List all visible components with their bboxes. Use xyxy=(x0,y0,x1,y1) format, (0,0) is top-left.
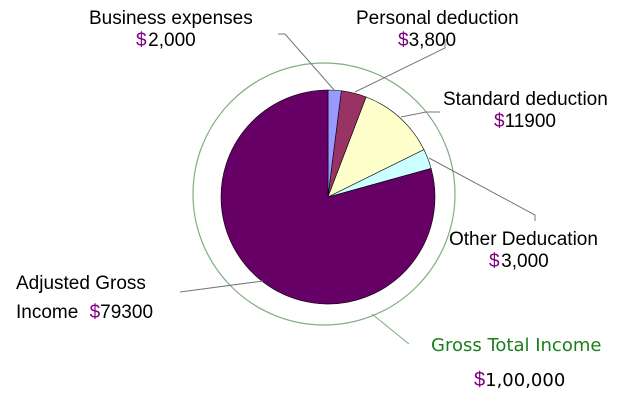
slice-name-line2: Income xyxy=(16,302,79,323)
slice-value: 3,000 xyxy=(501,251,549,272)
slice-name-line1: Adjusted Gross xyxy=(16,273,146,294)
slice-name: Business expenses xyxy=(89,8,253,29)
pie-slices xyxy=(220,89,436,305)
leader-lines xyxy=(179,33,536,345)
currency-symbol: $ xyxy=(136,30,147,51)
gross-total-ring xyxy=(192,62,456,326)
pie-slice-standard-deduction xyxy=(327,96,425,198)
total-name: Gross Total Income xyxy=(431,335,602,356)
slice-value: 11900 xyxy=(504,111,557,132)
label-personal-deduction: Personal deduction $3,800 xyxy=(356,8,519,52)
currency-symbol: $ xyxy=(494,111,505,132)
slice-value: 2,000 xyxy=(148,30,196,51)
slice-name: Standard deduction xyxy=(443,89,608,110)
slice-value: 3,800 xyxy=(408,30,457,51)
label-gross-total-income: Gross Total Income $1,00,000 xyxy=(431,328,601,398)
label-adjusted-gross-income: Adjusted Gross Income $79300 xyxy=(16,269,153,327)
leader-standard-deduction xyxy=(400,111,440,118)
pie-slice-adjusted-gross-income xyxy=(220,89,436,305)
leader-gross-total-income xyxy=(371,313,410,345)
leader-business-expenses xyxy=(278,33,336,92)
currency-symbol: $ xyxy=(398,30,409,51)
total-value: 1,00,000 xyxy=(485,370,566,391)
currency-symbol: $ xyxy=(489,251,500,272)
leader-adjusted-gross-income xyxy=(179,280,264,293)
leader-personal-deduction xyxy=(354,39,446,93)
label-other-deducation: Other Deducation $ 3,000 xyxy=(449,229,598,273)
currency-symbol: $ xyxy=(474,369,486,391)
currency-symbol: $ xyxy=(89,302,101,323)
slice-name: Personal deduction xyxy=(356,8,519,29)
label-business-expenses: Business expenses $ 2,000 xyxy=(89,8,253,52)
slice-name: Other Deducation xyxy=(449,229,598,250)
label-standard-deduction: Standard deduction $11900 xyxy=(443,89,608,133)
leader-other-deducation xyxy=(428,157,536,221)
slice-value: 79300 xyxy=(100,302,154,323)
